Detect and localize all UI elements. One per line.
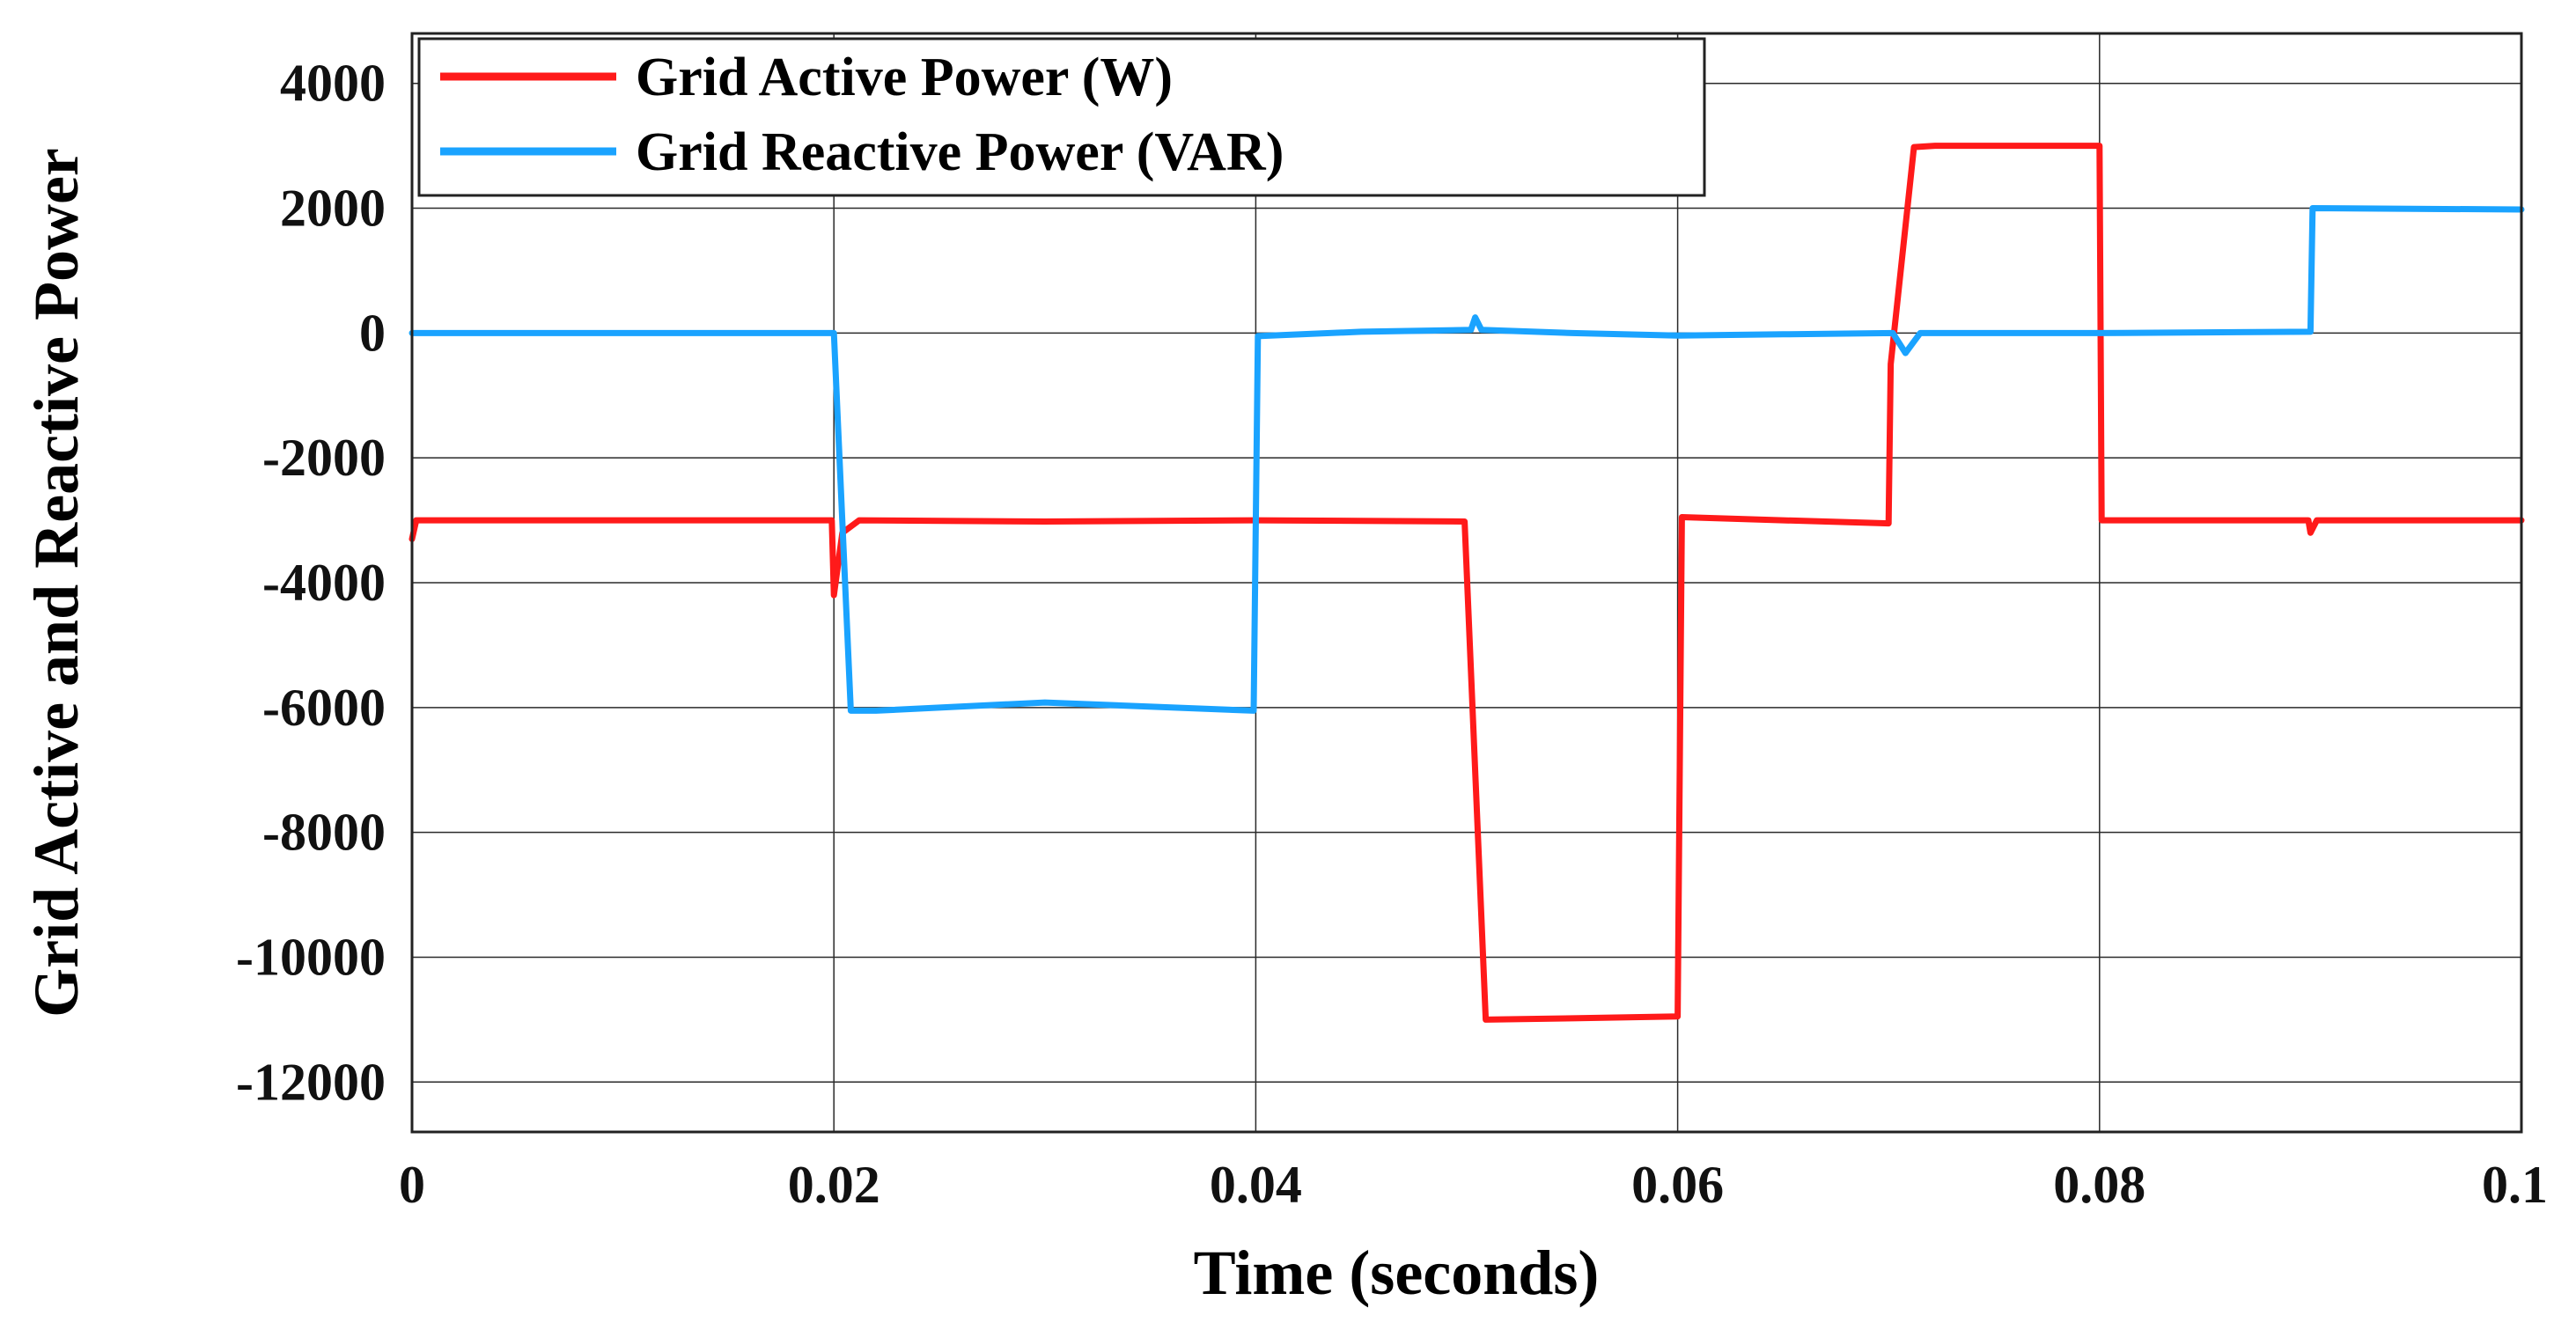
plot-frame [410,32,2523,1134]
y-axis-title: Grid Active and Reactive Power [21,148,92,1018]
y-axis-ticks: 4000 2000 0 -2000 -4000 -6000 -8000 -10000 -1200… [236,55,386,1112]
x-tick-label: 0.08 [2053,1156,2145,1214]
series-lines [408,143,2525,1023]
legend: Grid Active Power (W) Grid Reactive Powe… [417,37,1706,197]
y-tick-label: -10000 [236,928,386,986]
legend-label-active-power: Grid Active Power (W) [636,48,1173,107]
reactive-power-line [408,205,2525,714]
x-tick-label: 0 [399,1156,425,1214]
y-tick-label: 2000 [280,180,386,238]
y-tick-label: -4000 [262,554,386,612]
y-tick-label: 4000 [280,55,386,113]
x-axis-title: Time (seconds) [1194,1238,1600,1308]
legend-label-reactive-power: Grid Reactive Power (VAR) [636,122,1284,182]
x-tick-label: 0.1 [2482,1156,2548,1214]
y-tick-label: -8000 [262,804,386,862]
y-tick-label: -12000 [236,1053,386,1111]
x-tick-label: 0.06 [1631,1156,1724,1214]
y-tick-label: -6000 [262,679,386,737]
y-tick-label: -2000 [262,429,386,487]
x-axis-ticks: 0 0.02 0.04 0.06 0.08 0.1 [399,1156,2548,1214]
x-tick-label: 0.04 [1210,1156,1302,1214]
x-tick-label: 0.02 [788,1156,880,1214]
y-tick-label: 0 [359,304,386,362]
legend-box [417,37,1706,197]
